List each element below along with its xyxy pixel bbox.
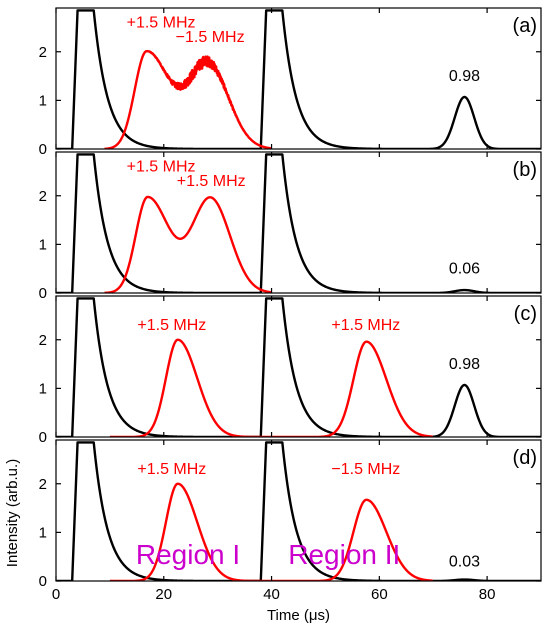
- y-tick-label: 2: [39, 476, 47, 493]
- annotation-label: 0.03: [449, 553, 480, 570]
- x-tick-label: 0: [52, 586, 60, 603]
- echo-signal-line: [103, 49, 273, 149]
- y-tick-label: 1: [39, 92, 47, 109]
- y-tick-label: 0: [39, 141, 47, 158]
- annotation-label: +1.5 MHz: [331, 317, 400, 334]
- plot-frame: [55, 439, 542, 582]
- x-tick-label: 60: [371, 586, 388, 603]
- annotation-label: 0.98: [449, 356, 480, 373]
- probe-signal-line: [56, 9, 541, 149]
- plot-frame: [55, 151, 542, 294]
- echo-signal-line: [109, 338, 434, 437]
- panel-label: (c): [514, 303, 537, 325]
- probe-signal-line: [56, 153, 541, 293]
- annotation-label: +1.5 MHz: [137, 461, 206, 478]
- annotation-label: +1.5 MHz: [137, 317, 206, 334]
- y-tick-label: 2: [39, 44, 47, 61]
- y-tick-label: 1: [39, 524, 47, 541]
- plot-frame: [55, 7, 542, 150]
- echo-signal-line: [103, 195, 272, 293]
- annotation-label: Region II: [288, 539, 400, 570]
- annotation-label: 0.06: [449, 261, 480, 278]
- annotation-label: −1.5 MHz: [331, 461, 400, 478]
- panel-label: (a): [513, 15, 537, 37]
- y-tick-label: 1: [39, 380, 47, 397]
- y-axis-title: Intensity (arb.u.): [4, 459, 21, 567]
- y-tick-label: 2: [39, 188, 47, 205]
- panel-b: 0 1 2 (b) +1.5 MHz+1.5 MHz 0.06: [39, 151, 542, 302]
- x-tick-label: 40: [263, 586, 280, 603]
- annotation-label: 0.98: [449, 68, 480, 85]
- annotation-label: −1.5 MHz: [176, 29, 245, 46]
- probe-signal-line: [56, 441, 541, 581]
- x-tick-label: 20: [155, 586, 172, 603]
- panel-c: 0 1 2 (c) +1.5 MHz +1.5 MHz 0.98: [39, 295, 542, 446]
- plot-frame: [55, 295, 542, 438]
- annotation-label: +1.5 MHz: [177, 173, 246, 190]
- y-tick-label: 0: [39, 429, 47, 446]
- annotation-label: +1.5 MHz: [127, 158, 196, 175]
- panel-a: 0 1 2 (a) +1.5 MHz−1.5 MHz 0.98: [39, 7, 542, 158]
- y-tick-label: 1: [39, 236, 47, 253]
- panel-label: (b): [513, 159, 537, 181]
- y-tick-label: 0: [39, 573, 47, 590]
- probe-signal-line: [56, 297, 541, 437]
- annotation-label: +1.5 MHz: [127, 14, 196, 31]
- x-axis-title: Time (μs): [267, 607, 330, 624]
- annotation-label: Region I: [136, 539, 240, 570]
- panel-label: (d): [513, 447, 537, 469]
- x-tick-label: 80: [479, 586, 496, 603]
- y-tick-label: 0: [39, 285, 47, 302]
- y-tick-label: 2: [39, 332, 47, 349]
- echo-signal-line: [109, 482, 434, 581]
